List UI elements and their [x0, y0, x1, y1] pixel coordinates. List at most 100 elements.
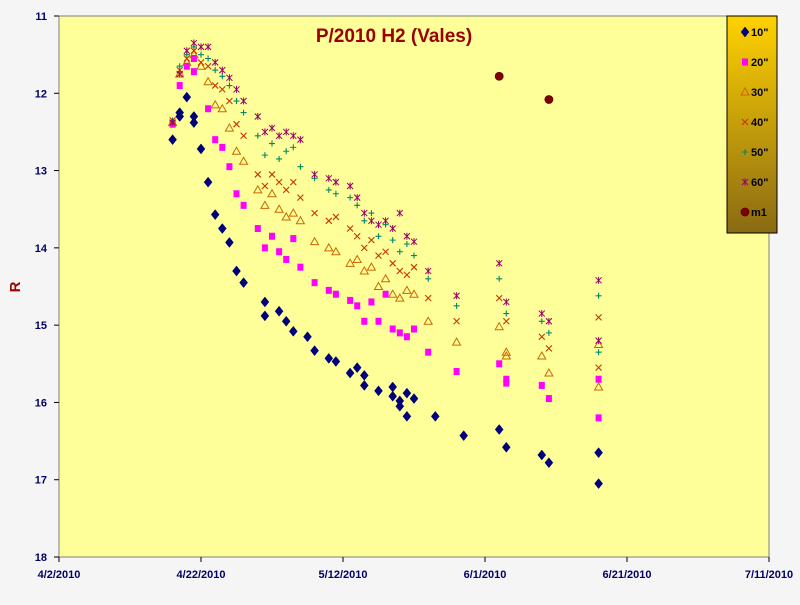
data-point: [175, 107, 185, 119]
data-point: [402, 387, 412, 399]
data-point: [402, 285, 412, 294]
data-point: [176, 70, 184, 78]
data-point: [325, 286, 332, 294]
data-point: [197, 43, 205, 51]
data-point: [261, 128, 269, 136]
y-tick-label: 11: [35, 11, 47, 23]
data-point: [183, 55, 191, 62]
data-point: [269, 140, 275, 147]
x-tick-label: 4/22/2010: [177, 569, 226, 581]
data-point: [595, 364, 602, 372]
data-point: [494, 321, 505, 331]
data-point: [389, 259, 397, 267]
data-point: [276, 248, 283, 256]
data-point: [211, 82, 219, 89]
data-point: [283, 148, 290, 155]
data-point: [360, 244, 368, 252]
plot-area: [58, 15, 770, 558]
data-point: [254, 132, 261, 139]
chart-title: P/2010 H2 (Vales): [316, 26, 472, 47]
y-tick-label: 12: [35, 88, 47, 100]
data-point: [368, 217, 375, 225]
data-point: [182, 91, 192, 103]
data-point: [346, 225, 354, 232]
legend-label: 10": [751, 27, 768, 39]
data-point: [545, 317, 553, 325]
y-tick-label: 13: [35, 166, 47, 178]
data-point: [494, 424, 504, 435]
data-point: [538, 310, 546, 318]
data-point: [239, 277, 248, 289]
data-point: [204, 62, 212, 70]
data-point: [240, 201, 247, 209]
legend-label: 50": [751, 147, 768, 159]
data-point: [360, 209, 368, 217]
x-tick-label: 4/2/2010: [38, 569, 81, 581]
data-point: [496, 360, 503, 368]
data-point: [353, 194, 361, 202]
data-point: [411, 252, 417, 259]
data-point: [353, 232, 361, 240]
data-point: [594, 478, 603, 489]
data-point: [325, 186, 332, 193]
data-point: [189, 117, 199, 129]
data-point: [282, 128, 290, 136]
data-point: [203, 176, 213, 188]
data-point: [169, 119, 176, 127]
data-point: [260, 296, 270, 308]
data-point: [290, 235, 297, 243]
data-point: [205, 55, 212, 62]
data-point: [387, 289, 398, 298]
data-point: [309, 236, 320, 246]
data-point: [254, 171, 262, 178]
x-tick-label: 6/1/2010: [464, 569, 507, 581]
data-point: [289, 132, 297, 140]
data-point: [453, 292, 460, 300]
data-point: [502, 298, 510, 306]
data-point: [297, 263, 304, 271]
data-point: [282, 186, 290, 194]
data-point: [210, 99, 221, 109]
data-point: [502, 317, 510, 325]
data-point: [212, 136, 219, 144]
data-point: [595, 276, 602, 284]
data-point: [290, 144, 297, 151]
series-1: [169, 55, 602, 422]
data-point: [205, 105, 212, 113]
data-point: [382, 217, 389, 225]
data-point: [366, 262, 377, 271]
data-point: [183, 62, 190, 70]
data-point: [281, 315, 291, 327]
data-point: [359, 380, 369, 391]
data-point: [595, 337, 602, 345]
data-point: [402, 410, 412, 422]
data-point: [403, 271, 411, 279]
data-point: [217, 223, 227, 234]
data-point: [297, 163, 304, 170]
data-point: [538, 333, 546, 341]
data-point: [354, 302, 361, 310]
series-3: [169, 47, 602, 372]
marks-layer: [167, 39, 604, 489]
data-point: [197, 58, 205, 66]
data-point: [494, 71, 504, 81]
data-point: [311, 170, 318, 178]
data-point: [168, 134, 177, 146]
data-point: [203, 76, 213, 86]
data-point: [238, 156, 249, 165]
data-point: [595, 292, 602, 299]
data-point: [240, 132, 247, 140]
data-point: [595, 375, 602, 383]
data-point: [453, 302, 460, 309]
data-point: [354, 202, 361, 209]
data-point: [538, 318, 545, 325]
data-point: [595, 414, 602, 422]
x-tick-label: 7/11/2010: [745, 569, 793, 581]
data-point: [311, 279, 318, 287]
data-point: [409, 289, 419, 298]
data-point: [196, 61, 206, 70]
x-tick-label: 5/12/2010: [319, 569, 368, 581]
data-point: [283, 255, 290, 263]
legend-label: m1: [751, 207, 767, 219]
data-point: [423, 316, 434, 325]
